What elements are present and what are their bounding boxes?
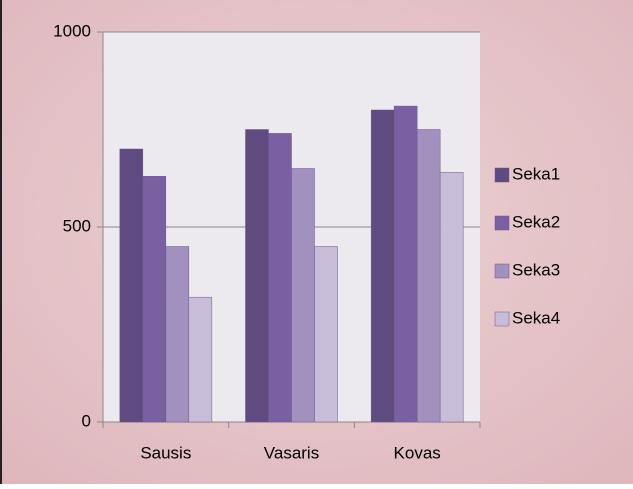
legend-label: Seka1 [512, 164, 560, 183]
bar [268, 133, 292, 423]
legend-label: Seka3 [512, 260, 560, 279]
legend-label: Seka4 [512, 308, 560, 327]
y-tick-label: 0 [82, 411, 91, 430]
bar [165, 246, 190, 423]
bar [314, 246, 338, 423]
bar [439, 172, 464, 423]
bar [370, 109, 395, 423]
bar [291, 168, 315, 423]
bar [245, 129, 269, 423]
legend-swatch [494, 263, 510, 279]
y-tick-label: 500 [63, 216, 91, 235]
legend-swatch [494, 215, 510, 231]
bar [119, 148, 144, 423]
bar [416, 129, 441, 423]
legend-label: Seka2 [512, 212, 560, 231]
x-tick-label: Kovas [394, 443, 441, 462]
legend-swatch [494, 311, 510, 327]
y-tick-label: 1000 [53, 21, 91, 40]
bar [142, 176, 167, 423]
x-tick-label: Vasaris [264, 443, 319, 462]
bar [188, 296, 213, 423]
x-tick-label: Sausis [140, 443, 191, 462]
bar [393, 105, 418, 423]
legend-swatch [494, 167, 510, 183]
